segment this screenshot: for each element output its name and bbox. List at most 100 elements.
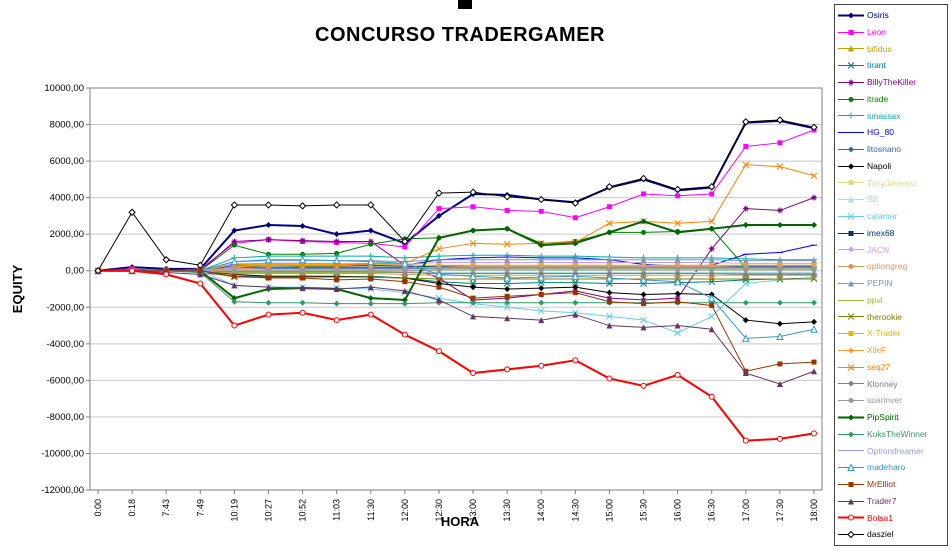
x-tick-label: 14:30	[570, 499, 580, 522]
legend-item-ppvi[interactable]: ppvi	[838, 292, 947, 309]
legend-item-smassax[interactable]: smassax	[838, 108, 947, 125]
marker-diamond-open	[708, 182, 716, 191]
legend-item-PipSpirit[interactable]: PipSpirit	[838, 409, 947, 426]
legend-item-TonyJimenez[interactable]: TonyJimenez	[838, 175, 947, 192]
legend-item-optiongreg[interactable]: optiongreg	[838, 258, 947, 275]
legend-item-itrade[interactable]: itrade	[838, 91, 947, 108]
legend-swatch-PipSpirit	[838, 414, 864, 421]
legend-item-imex68[interactable]: imex68	[838, 225, 947, 242]
marker-square	[709, 191, 715, 197]
legend-item-Napoli[interactable]: Napoli	[838, 158, 947, 175]
marker-asterisk	[848, 79, 854, 86]
marker-diamond	[776, 299, 783, 306]
legend-item-X-Trader[interactable]: X-Trader	[838, 325, 947, 342]
marker-diamond-open	[94, 267, 102, 275]
legend-label-Bolsa1: Bolsa1	[867, 512, 893, 523]
legend-item-seq27[interactable]: seq27	[838, 359, 947, 376]
marker-circle-open	[231, 322, 238, 329]
legend-item-Leon[interactable]: Leon	[838, 24, 947, 41]
legend-label-madeharo: madeharo	[867, 462, 906, 473]
legend-item-Klonney[interactable]: Klonney	[838, 376, 947, 393]
legend-item-litosnano[interactable]: litosnano	[838, 141, 947, 158]
series-X-Trader	[98, 263, 814, 272]
legend-item-therookie[interactable]: therookie	[838, 309, 947, 326]
marker-x	[674, 219, 681, 227]
legend-item-suarinver[interactable]: suarinver	[838, 392, 947, 409]
marker-circle	[675, 267, 681, 273]
marker-triangle-open	[847, 463, 855, 472]
marker-diamond	[640, 218, 647, 225]
legend-item-JACN[interactable]: JACN	[838, 242, 947, 259]
legend-item-Optiondreamer[interactable]: Optiondreamer	[838, 443, 947, 460]
legend-swatch-KuksTheWinner	[838, 431, 864, 438]
legend-item-BB[interactable]: BB	[838, 191, 947, 208]
legend-label-Klonney: Klonney	[867, 378, 898, 389]
legend-item-Trader7[interactable]: Trader7	[838, 493, 947, 510]
marker-diamond	[572, 299, 579, 306]
marker-square	[470, 295, 476, 301]
legend-swatch-JACN	[838, 246, 864, 253]
legend-label-BB: BB	[867, 194, 879, 205]
series-Osiris	[97, 119, 815, 272]
legend-item-BillyTheKiller[interactable]: BillyTheKiller	[838, 74, 947, 91]
marker-triangle	[504, 256, 511, 263]
marker-square	[402, 244, 408, 250]
marker-diamond-open	[673, 185, 682, 194]
marker-diamond	[401, 296, 408, 303]
marker-diamond-open	[162, 256, 170, 264]
marker-circle-open	[538, 362, 545, 369]
marker-triangle-open	[332, 256, 341, 265]
marker-square	[675, 299, 681, 305]
legend-label-calamar: calamar	[867, 211, 898, 222]
legend-label-HG_80: HG_80	[867, 127, 894, 138]
marker-circle	[265, 268, 271, 274]
legend-item-calamar[interactable]: calamar	[838, 208, 947, 225]
marker-diamond	[640, 263, 647, 270]
legend-item-Osiris[interactable]: Osiris	[838, 7, 947, 24]
marker-diamond	[674, 263, 681, 270]
legend-item-dasziel[interactable]: dasziel	[838, 526, 947, 543]
legend-item-MrElliot[interactable]: MrElliot	[838, 476, 947, 493]
legend-item-tirant[interactable]: tirant	[838, 57, 947, 74]
marker-circle	[368, 268, 374, 274]
legend-item-Bolsa1[interactable]: Bolsa1	[838, 510, 947, 527]
marker-circle-open	[163, 271, 170, 278]
marker-diamond	[848, 146, 854, 153]
legend-item-KuksTheWinner[interactable]: KuksTheWinner	[838, 426, 947, 443]
legend-item-bifidus[interactable]: bifidus	[838, 41, 947, 58]
legend-item-madeharo[interactable]: madeharo	[838, 459, 947, 476]
legend-item-HG_80[interactable]: HG_80	[838, 124, 947, 141]
legend-item-XileF[interactable]: XileF	[838, 342, 947, 359]
marker-diamond	[470, 299, 477, 306]
marker-triangle	[538, 317, 545, 324]
legend-label-Osiris: Osiris	[867, 10, 889, 21]
marker-circle	[231, 242, 237, 248]
marker-triangle	[538, 256, 545, 263]
marker-diamond-open	[298, 202, 307, 210]
marker-x	[776, 163, 784, 170]
marker-square	[197, 268, 203, 274]
marker-diamond	[776, 222, 783, 229]
marker-triangle-open	[503, 273, 511, 282]
marker-diamond	[401, 300, 408, 307]
marker-x	[640, 316, 647, 324]
marker-circle-open	[504, 366, 511, 373]
x-tick-label: 13:30	[502, 499, 512, 522]
legend-swatch-tirant	[838, 62, 864, 69]
marker-x	[708, 275, 716, 283]
legend-label-TonyJimenez: TonyJimenez	[867, 177, 917, 188]
marker-triangle	[606, 256, 613, 263]
marker-circle-open	[742, 437, 749, 444]
marker-square	[848, 230, 854, 236]
legend-label-dasziel: dasziel	[867, 529, 894, 540]
marker-diamond	[504, 263, 511, 270]
marker-diamond-open	[639, 174, 648, 183]
marker-diamond	[674, 270, 681, 277]
marker-diamond	[640, 291, 647, 298]
marker-circle-open	[708, 393, 715, 400]
marker-triangle	[435, 296, 442, 303]
marker-triangle	[606, 322, 613, 329]
legend-item-PEPIN[interactable]: PEPIN	[838, 275, 947, 292]
legend-label-smassax: smassax	[867, 110, 901, 121]
marker-x	[847, 363, 855, 371]
